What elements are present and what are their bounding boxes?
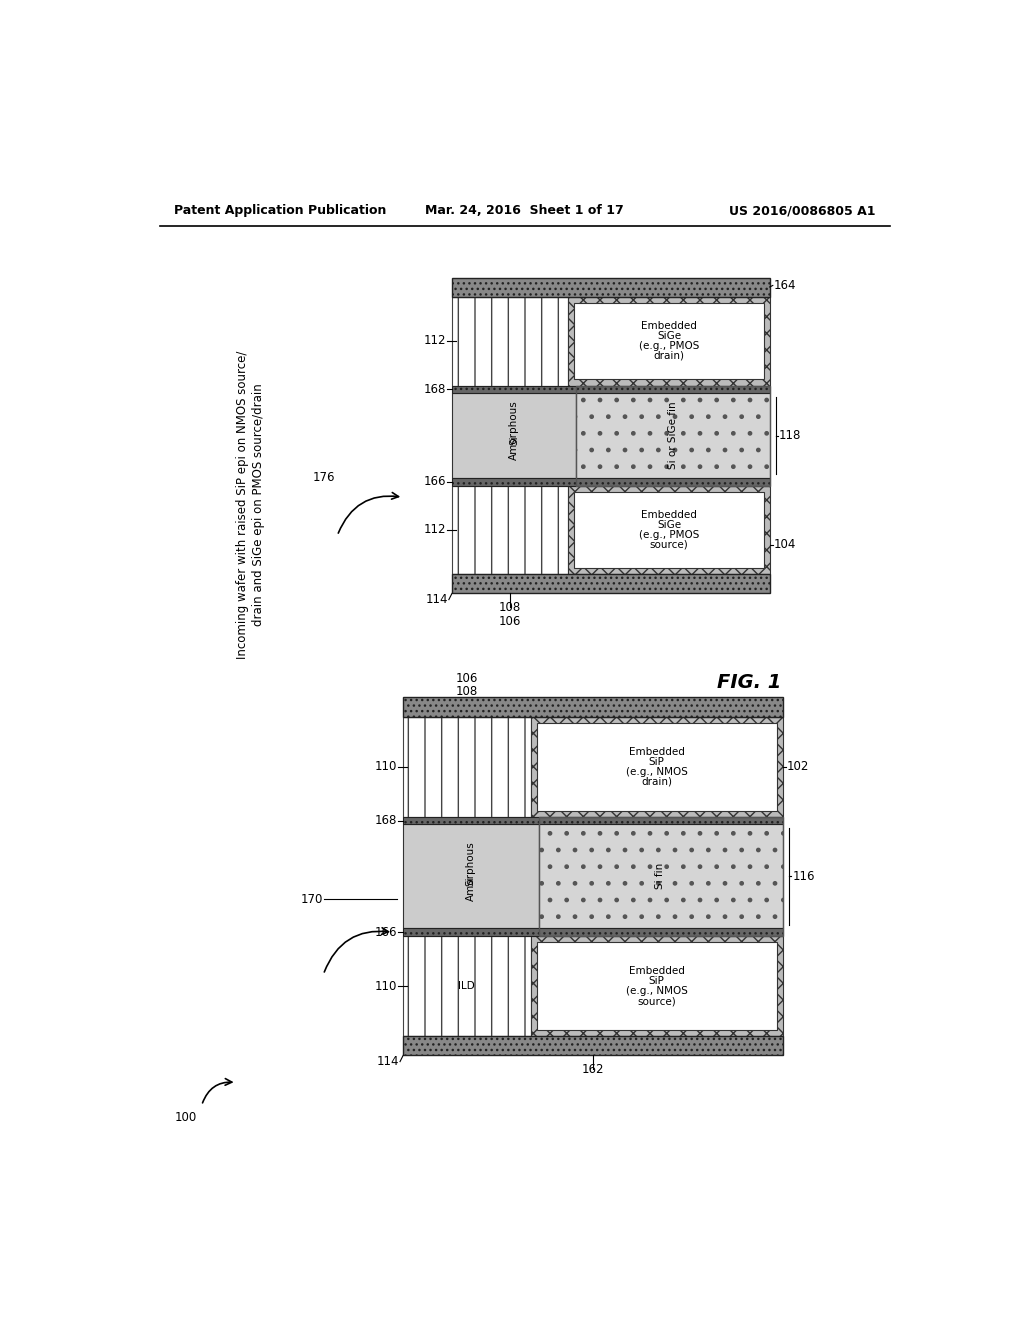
Text: Embedded: Embedded [629,966,684,975]
Bar [452,478,770,486]
Text: Mar. 24, 2016  Sheet 1 of 17: Mar. 24, 2016 Sheet 1 of 17 [425,205,625,218]
Bar [538,723,776,810]
Text: 110: 110 [375,979,397,993]
Text: 162: 162 [582,1063,604,1076]
FancyArrowPatch shape [338,492,398,533]
Text: drain): drain) [653,351,684,360]
FancyArrowPatch shape [325,928,388,972]
Text: Embedded: Embedded [641,510,697,520]
Text: source): source) [637,997,676,1006]
Text: 164: 164 [773,279,796,292]
Bar [538,942,776,1030]
Text: 112: 112 [423,523,445,536]
Bar [403,825,539,928]
Bar [568,486,770,574]
Text: (e.g., NMOS: (e.g., NMOS [626,986,687,997]
Text: 110: 110 [375,760,397,774]
Text: 116: 116 [793,870,815,883]
Text: 166: 166 [423,475,445,488]
Text: SiP: SiP [648,977,665,986]
Text: Amorphous: Amorphous [509,401,519,461]
Text: Incoming wafer with raised SiP epi on NMOS source/: Incoming wafer with raised SiP epi on NM… [237,351,249,659]
Text: Patent Application Publication: Patent Application Publication [174,205,387,218]
Bar [574,304,764,379]
FancyArrowPatch shape [203,1078,231,1104]
Text: ILD: ILD [459,981,475,991]
Text: (e.g., PMOS: (e.g., PMOS [639,529,699,540]
Text: Si: Si [466,876,475,886]
Bar [452,574,770,594]
Bar [568,297,770,385]
Bar [403,936,531,1036]
Bar [575,385,770,486]
Bar [403,717,531,817]
Bar [452,385,770,393]
Bar [539,817,783,936]
Text: 176: 176 [312,471,335,484]
Bar [403,928,783,936]
Text: 170: 170 [301,892,324,906]
Text: 102: 102 [786,760,809,774]
Text: Si fin: Si fin [655,863,666,890]
Bar [452,297,568,385]
Bar [452,486,568,574]
Text: (e.g., PMOS: (e.g., PMOS [639,341,699,351]
Bar [574,492,764,568]
Text: Embedded: Embedded [641,321,697,331]
Text: 108: 108 [499,601,521,614]
Bar [452,277,770,297]
Text: 168: 168 [375,814,397,828]
Text: 100: 100 [175,1110,198,1123]
Text: SiGe: SiGe [656,520,681,529]
Bar [403,697,783,717]
Text: 114: 114 [426,593,449,606]
Text: source): source) [649,540,688,549]
Bar [539,825,783,928]
Bar [575,393,770,478]
Bar [403,1036,783,1056]
Text: FIG. 1: FIG. 1 [717,672,781,692]
Text: US 2016/0086805 A1: US 2016/0086805 A1 [729,205,876,218]
Text: Si: Si [509,436,519,445]
Bar [403,817,783,825]
Text: Amorphous: Amorphous [466,841,475,902]
Text: 168: 168 [423,383,445,396]
Text: 104: 104 [773,539,796,552]
Text: (e.g., NMOS: (e.g., NMOS [626,767,687,776]
Text: 114: 114 [377,1055,399,1068]
Text: Embedded: Embedded [629,747,684,756]
Bar [531,936,783,1036]
Text: drain and SiGe epi on PMOS source/drain: drain and SiGe epi on PMOS source/drain [252,384,264,626]
Text: 112: 112 [423,334,445,347]
Text: drain): drain) [641,776,672,787]
Text: 166: 166 [375,925,397,939]
Text: 106: 106 [456,672,478,685]
Bar [452,393,575,478]
Text: 108: 108 [456,685,478,698]
Text: 106: 106 [499,615,521,628]
Text: SiP: SiP [648,756,665,767]
Text: SiGe: SiGe [656,331,681,341]
Text: 118: 118 [779,429,802,442]
Text: Si or SiGe fin: Si or SiGe fin [668,401,678,470]
Bar [531,717,783,817]
